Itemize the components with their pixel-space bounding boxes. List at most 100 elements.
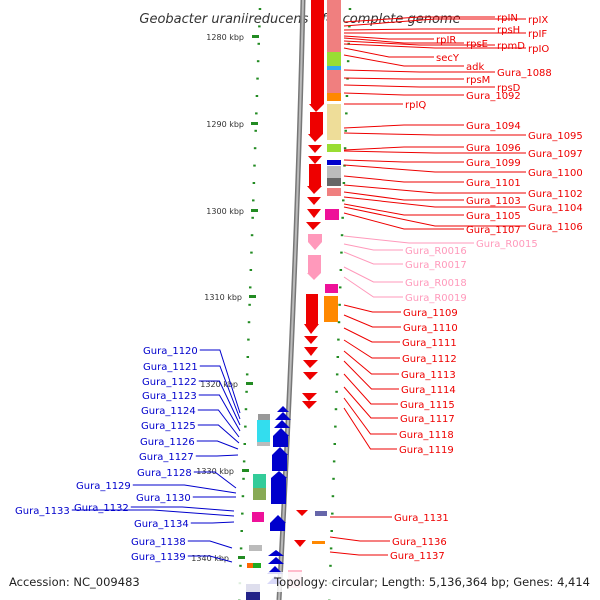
gene-label[interactable]: Gura_1124 [141,406,196,417]
gene-label[interactable]: rpsM [466,75,490,86]
gene-label[interactable]: Gura_1129 [76,481,131,492]
cog-block [312,541,325,544]
gene-label[interactable]: rpsH [497,25,520,36]
gene-label[interactable]: Gura_1117 [400,414,455,425]
scale-dot [250,251,253,254]
leader-line [343,35,434,40]
cog-block [327,178,341,186]
gene-label[interactable]: Gura_1125 [141,421,196,432]
scale-dot [251,216,254,219]
gene-block [306,294,318,324]
gene-label[interactable]: Gura_1102 [528,189,583,200]
gene-label[interactable]: Gura_1130 [136,493,191,504]
gene-label[interactable]: Gura_1094 [466,121,521,132]
leader-line [343,196,526,208]
gene-arrow [271,471,287,478]
gene-label[interactable]: Gura_1123 [142,391,197,402]
scale-dot [346,77,349,80]
gene-label[interactable]: rpIF [528,29,547,40]
gene-arrow [307,186,322,194]
leader-line [343,386,398,419]
left-tick-column [238,8,262,600]
gene-label[interactable]: Gura_1106 [528,222,583,233]
leader-line [71,509,235,517]
gene-label[interactable]: Gura_1139 [131,552,186,563]
gene-block [311,0,324,104]
gene-arrow [303,360,318,368]
gene-label[interactable]: Gura_1120 [143,346,198,357]
gene-label[interactable]: Gura_1115 [400,400,455,411]
kbp-tick [242,469,249,472]
gene-label[interactable]: Gura_1126 [140,437,195,448]
cog-block [327,52,341,66]
gene-label[interactable]: Gura_1096 [466,143,521,154]
gene-label[interactable]: Gura_1119 [399,445,454,456]
leader-line [329,536,390,542]
gene-label[interactable]: rpIR [436,35,456,46]
gene-label[interactable]: Gura_1104 [528,203,583,214]
gene-label[interactable]: Gura_1110 [403,323,458,334]
cog-color-bar-upper [312,0,341,544]
gene-label[interactable]: Gura_1134 [134,519,189,530]
gene-label[interactable]: Gura_1138 [131,537,186,548]
gene-label[interactable]: Gura_1099 [466,158,521,169]
kbp-tick [249,295,256,298]
scale-dot [343,164,346,167]
kbp-tick [251,122,258,125]
gene-label[interactable]: Gura_1118 [399,430,454,441]
gene-label[interactable]: Gura_1088 [497,68,552,79]
gene-label[interactable]: Gura_1109 [403,308,458,319]
gene-label[interactable]: Gura_R0016 [405,246,467,257]
leader-line [199,365,241,420]
leader-line [343,276,403,298]
gene-label[interactable]: Gura_R0015 [476,239,538,250]
gene-label[interactable]: rpIQ [405,100,426,111]
gene-label[interactable]: rpIX [528,15,548,26]
gene-label[interactable]: Gura_1127 [139,452,194,463]
gene-label[interactable]: Gura_1133 [15,506,70,517]
rrna-arrow [307,273,321,280]
gene-label[interactable]: Gura_R0017 [405,260,467,271]
kbp-tick [238,556,245,559]
scale-dot [257,42,261,45]
gene-label[interactable]: Gura_1100 [528,168,583,179]
leader-line [187,555,233,563]
gene-label[interactable]: Gura_1114 [401,385,456,396]
gene-label[interactable]: Gura_1131 [394,513,449,524]
gene-label[interactable]: Gura_1097 [528,149,583,160]
leader-line [343,28,495,31]
gene-label[interactable]: Gura_1128 [137,468,192,479]
cog-block [325,284,338,293]
gene-label[interactable]: Gura_1095 [528,131,583,142]
gene-label[interactable]: rpsD [497,83,521,94]
gene-label[interactable]: Gura_1111 [402,338,457,349]
leader-line [343,84,495,88]
gene-label[interactable]: Gura_1092 [466,91,521,102]
cog-block [258,414,270,420]
kbp-label-1330: 1330 kbp [196,467,234,476]
leader-line [343,159,464,163]
gene-label[interactable]: rpmD [497,41,525,52]
gene-label[interactable]: Gura_1103 [466,196,521,207]
gene-label[interactable]: Gura_1137 [390,551,445,562]
gene-label[interactable]: rpsE [466,39,488,50]
scale-dot [336,356,340,358]
gene-label[interactable]: Gura_1112 [402,354,457,365]
gene-label[interactable]: Gura_R0019 [405,293,467,304]
gene-label[interactable]: Gura_1113 [401,370,456,381]
gene-label[interactable]: Gura_1105 [466,211,521,222]
gene-label[interactable]: Gura_1132 [74,503,129,514]
gene-label[interactable]: rpIO [528,44,549,55]
gene-label[interactable]: Gura_1107 [466,225,521,236]
gene-label[interactable]: Gura_1101 [466,178,521,189]
gene-label[interactable]: Gura_1122 [142,377,197,388]
gene-label[interactable]: Gura_1136 [392,537,447,548]
gene-label[interactable]: secY [436,53,460,64]
scale-dot [340,234,344,237]
gene-label[interactable]: rpIN [497,13,518,24]
scale-dot [329,547,333,550]
gene-label[interactable]: adk [466,62,484,73]
gene-label[interactable]: Gura_1121 [143,362,198,373]
scale-dot [256,60,260,63]
gene-label[interactable]: Gura_R0018 [405,278,467,289]
